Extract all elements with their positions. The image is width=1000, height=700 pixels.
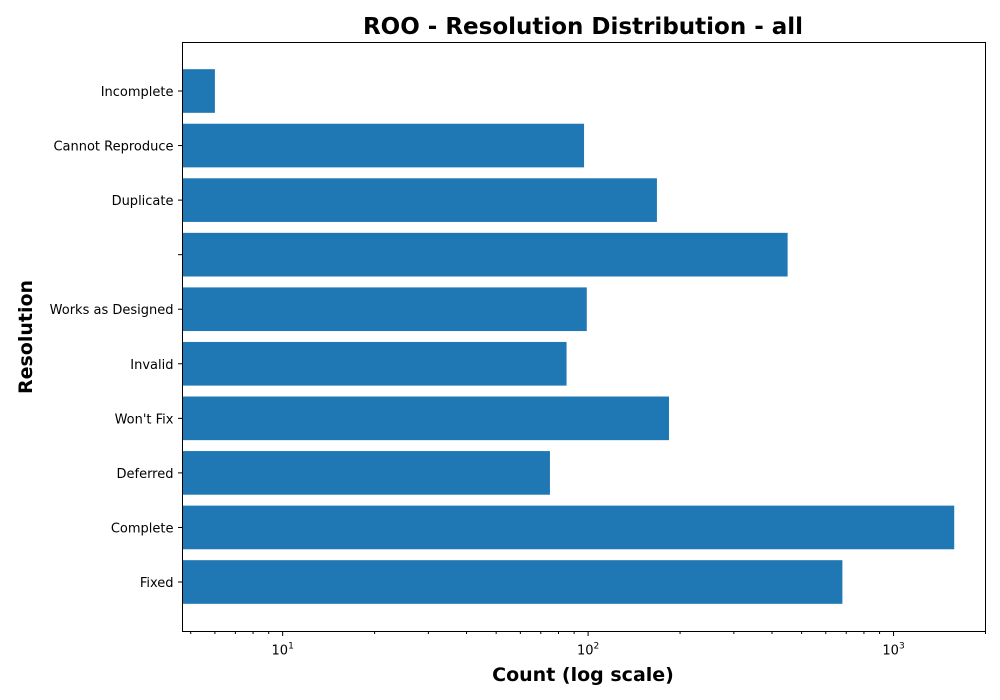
bar-unlabeled [182,232,788,277]
plot-area-frame [182,42,986,632]
y-tick-label: Won't Fix [115,412,174,427]
bars-group [182,69,955,604]
x-tick-label: 102 [577,642,599,659]
x-tick-label: 103 [882,642,904,659]
bar-complete [182,505,955,550]
y-tick-label: Incomplete [101,85,174,100]
bar-works-as-designed [182,287,587,332]
y-axis-ticks: Incomplete Cannot Reproduce Duplicate Works… [50,85,183,591]
chart-title: ROO - Resolution Distribution - all [363,14,803,40]
y-tick-label: Fixed [140,576,174,591]
x-axis-label: Count (log scale) [492,664,674,686]
bar-fixed [182,560,843,604]
bar-incomplete [182,69,215,113]
bar-won-t-fix [182,396,669,441]
y-tick-label: Invalid [130,358,173,373]
y-tick-label: Cannot Reproduce [53,140,173,155]
y-tick-label: Deferred [116,467,173,482]
y-axis-label: Resolution [15,280,37,394]
y-tick-label: Complete [111,521,174,536]
y-tick-label: Works as Designed [50,303,174,318]
bar-cannot-reproduce [182,123,585,168]
bar-deferred [182,451,550,495]
y-tick-label: Duplicate [112,194,174,209]
bar-invalid [182,341,567,386]
bar-duplicate [182,178,657,222]
x-tick-label: 101 [272,642,294,659]
x-axis-ticks: 101 102 103 [190,631,986,659]
